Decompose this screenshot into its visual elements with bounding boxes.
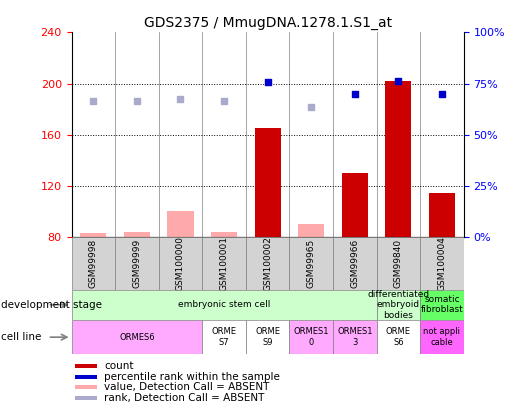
Text: embryonic stem cell: embryonic stem cell [178, 300, 270, 309]
Point [394, 78, 403, 84]
Bar [289, 320, 333, 354]
Text: ORMES6: ORMES6 [119, 333, 155, 342]
Bar [246, 320, 289, 354]
Bar [124, 232, 150, 237]
Bar [420, 237, 464, 290]
Bar [377, 290, 420, 320]
Point [89, 98, 98, 104]
Text: GSM99840: GSM99840 [394, 239, 403, 288]
Bar [202, 320, 246, 354]
Text: GSM99998: GSM99998 [89, 239, 98, 288]
Text: GSM100000: GSM100000 [176, 236, 185, 291]
Text: ORME
S7: ORME S7 [211, 328, 236, 347]
Bar [75, 386, 96, 389]
Bar [254, 128, 281, 237]
Bar [377, 237, 420, 290]
Text: ORME
S6: ORME S6 [386, 328, 411, 347]
Bar [75, 396, 96, 400]
Bar [333, 320, 377, 354]
Bar [167, 211, 193, 237]
Text: GSM100001: GSM100001 [219, 236, 228, 291]
Text: rank, Detection Call = ABSENT: rank, Detection Call = ABSENT [104, 393, 265, 403]
Point [350, 90, 359, 97]
Text: count: count [104, 361, 134, 371]
Bar [158, 237, 202, 290]
Text: percentile rank within the sample: percentile rank within the sample [104, 372, 280, 382]
Bar [211, 232, 237, 237]
Text: GSM99999: GSM99999 [132, 239, 142, 288]
Text: GSM99965: GSM99965 [307, 239, 316, 288]
Bar [333, 237, 377, 290]
Text: GSM99966: GSM99966 [350, 239, 359, 288]
Bar [385, 81, 411, 237]
Bar [72, 237, 115, 290]
Bar [420, 290, 464, 320]
Bar [75, 364, 96, 368]
Text: development stage: development stage [1, 300, 102, 310]
Text: ORMES1
0: ORMES1 0 [294, 328, 329, 347]
Bar [298, 224, 324, 237]
Text: GSM100004: GSM100004 [437, 236, 446, 291]
Bar [75, 375, 96, 379]
Bar [429, 194, 455, 237]
Point [132, 98, 141, 104]
Text: not appli
cable: not appli cable [423, 328, 461, 347]
Point [220, 98, 228, 104]
Bar [202, 237, 246, 290]
Bar [246, 237, 289, 290]
Point [438, 90, 446, 97]
Bar [72, 320, 202, 354]
Bar [377, 320, 420, 354]
Bar [342, 173, 368, 237]
Title: GDS2375 / MmugDNA.1278.1.S1_at: GDS2375 / MmugDNA.1278.1.S1_at [144, 16, 392, 30]
Bar [289, 237, 333, 290]
Text: differentiated
embryoid
bodies: differentiated embryoid bodies [367, 290, 429, 320]
Text: value, Detection Call = ABSENT: value, Detection Call = ABSENT [104, 382, 270, 392]
Text: ORMES1
3: ORMES1 3 [337, 328, 373, 347]
Bar [115, 237, 158, 290]
Bar [80, 233, 107, 237]
Text: cell line: cell line [1, 332, 41, 342]
Text: somatic
fibroblast: somatic fibroblast [421, 295, 463, 314]
Bar [72, 290, 377, 320]
Point [176, 96, 185, 102]
Point [307, 103, 315, 110]
Bar [420, 320, 464, 354]
Text: GSM100002: GSM100002 [263, 236, 272, 291]
Point [263, 79, 272, 85]
Text: ORME
S9: ORME S9 [255, 328, 280, 347]
